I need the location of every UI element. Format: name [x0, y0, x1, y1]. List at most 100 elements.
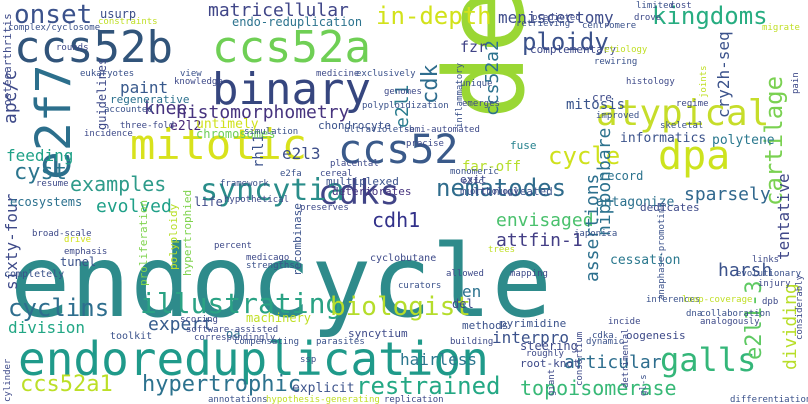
word: joints	[699, 65, 709, 98]
word: hypertrophic	[142, 372, 301, 397]
word: polytene	[712, 133, 775, 148]
word: percent	[214, 241, 252, 251]
word: mitotic	[130, 120, 308, 169]
word: toolkit	[110, 331, 153, 342]
word: mitosis	[566, 97, 626, 113]
word: cyst	[14, 160, 67, 185]
word: examples	[70, 172, 167, 196]
word: meniscectomy	[498, 8, 614, 27]
word: ploidy	[522, 28, 609, 56]
word: inferences	[646, 295, 701, 305]
word: regenerative	[110, 93, 190, 106]
word: articular	[564, 352, 662, 373]
word: trees	[488, 245, 516, 255]
word: cyclins	[8, 294, 110, 322]
word: accounted	[104, 105, 153, 115]
word: rewiring	[594, 57, 638, 67]
word: deteriorates	[332, 185, 412, 198]
word: curators	[398, 281, 442, 291]
word: dpb	[762, 297, 779, 307]
word: complex/cyclosome	[8, 23, 101, 33]
word: histomorphometry	[176, 102, 350, 123]
word: genomes	[384, 87, 422, 97]
word: galls	[660, 341, 757, 379]
word: knee	[144, 98, 188, 119]
word: paint	[120, 78, 169, 97]
word: parasites	[316, 337, 365, 347]
word: limited	[636, 1, 674, 11]
word: ccs52b	[14, 22, 173, 73]
word: ecosystems	[10, 195, 83, 209]
word: far-off	[462, 159, 522, 175]
word: syncytia	[200, 173, 345, 208]
word: view	[180, 69, 202, 79]
word: machinery	[246, 311, 312, 325]
word: cereal	[320, 169, 353, 179]
word: oa	[226, 327, 241, 341]
word: antagonize	[596, 195, 675, 210]
word: matricellular	[208, 0, 349, 21]
word: cdk	[418, 64, 443, 104]
word: root-knot	[520, 357, 580, 370]
word: hypothesis-generating	[266, 395, 380, 404]
word: histology	[626, 77, 675, 87]
word: tentative	[774, 173, 793, 260]
word: considerably	[795, 274, 805, 340]
word: exit	[460, 173, 487, 186]
word: drive	[64, 235, 92, 245]
word: compensating	[234, 337, 300, 347]
word: multinucleated	[460, 185, 553, 198]
word: loop-coverage	[682, 295, 753, 305]
word: emerges	[462, 99, 500, 109]
word: collaboration	[700, 309, 771, 319]
word: analogously	[700, 317, 760, 327]
word: rounds	[56, 43, 89, 53]
word: untimely	[196, 117, 259, 132]
word: ccs52a1	[20, 372, 113, 397]
word: topoisomerase	[520, 376, 677, 400]
word: multiplexed	[326, 175, 399, 188]
word: knowledge	[174, 77, 223, 87]
word: incide	[608, 317, 641, 327]
word: mapping	[510, 269, 548, 279]
word: precise	[406, 139, 444, 149]
word: constraints	[98, 17, 158, 27]
word: methods	[462, 319, 509, 332]
word: division	[8, 318, 86, 337]
word: japonica	[574, 229, 618, 239]
word: orthology	[470, 187, 519, 197]
word: biologist	[330, 292, 471, 322]
word: envisaged	[496, 210, 594, 231]
word: binary	[212, 64, 371, 115]
word: e2l2	[170, 119, 202, 134]
word: inflammatory	[455, 62, 465, 128]
word: consortium	[575, 331, 585, 386]
word: onset	[14, 0, 93, 30]
word: ssp	[300, 355, 317, 365]
word: cyclobutane	[370, 253, 437, 264]
word: unique	[460, 79, 493, 89]
word: illustrating	[140, 287, 343, 320]
word: retrieving	[516, 19, 571, 29]
word: cost	[670, 1, 692, 11]
word: polyploidy	[167, 203, 180, 270]
word: resume	[36, 179, 69, 189]
word: tunel	[60, 255, 97, 269]
word: cry2h-seq	[714, 31, 733, 118]
word: attfin-1	[496, 230, 583, 251]
word: complementary	[530, 43, 617, 56]
word: e2fa	[280, 169, 302, 179]
word: roughly	[526, 349, 564, 359]
word: eukaryotes	[80, 69, 135, 79]
word: dynamic	[586, 337, 624, 347]
word: cylinder	[3, 358, 13, 402]
word: dedicates	[640, 201, 700, 214]
word: gl-s	[639, 374, 649, 396]
word: etiology	[604, 45, 648, 55]
word: semi-automated	[404, 125, 480, 135]
word: endoreduplication	[18, 332, 489, 386]
word: syncytium	[348, 327, 408, 340]
word: completely	[4, 269, 65, 280]
word: chondrocyte	[318, 119, 391, 132]
word: replication	[384, 395, 444, 404]
